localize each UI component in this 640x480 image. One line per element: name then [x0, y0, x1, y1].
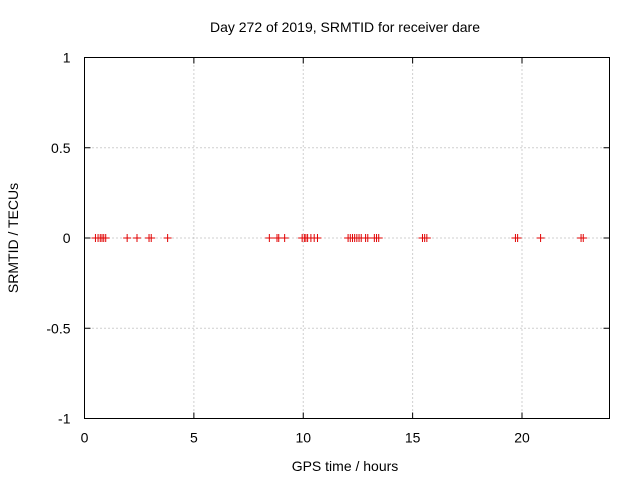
- chart-title: Day 272 of 2019, SRMTID for receiver dar…: [210, 19, 480, 35]
- data-point: [313, 234, 322, 242]
- data-point: [374, 234, 383, 242]
- x-tick-label: 10: [295, 430, 311, 446]
- axis-ticks: 0 5 10 15 20 1 0.5 0 -0.5 -1: [46, 50, 610, 446]
- y-tick-label: -0.5: [46, 320, 70, 336]
- y-tick-label: 1: [63, 50, 71, 66]
- y-tick-label: 0: [63, 230, 71, 246]
- x-tick-label: 15: [405, 430, 421, 446]
- data-point: [163, 234, 172, 242]
- data-point: [422, 234, 431, 242]
- x-tick-label: 20: [514, 430, 530, 446]
- data-point: [265, 234, 274, 242]
- y-tick-label: -1: [58, 411, 71, 427]
- grid: [84, 57, 610, 419]
- data-points: [91, 234, 588, 242]
- data-point: [101, 234, 110, 242]
- x-tick-label: 5: [190, 430, 198, 446]
- data-point: [147, 234, 156, 242]
- x-axis-label: GPS time / hours: [292, 458, 399, 474]
- data-point: [513, 234, 522, 242]
- y-axis-label: SRMTID / TECUs: [5, 183, 21, 293]
- data-point: [133, 234, 141, 242]
- data-point: [123, 234, 132, 242]
- data-point: [280, 234, 289, 242]
- data-point: [579, 234, 588, 242]
- y-tick-label: 0.5: [51, 140, 71, 156]
- data-point: [536, 234, 545, 242]
- x-tick-label: 0: [81, 430, 89, 446]
